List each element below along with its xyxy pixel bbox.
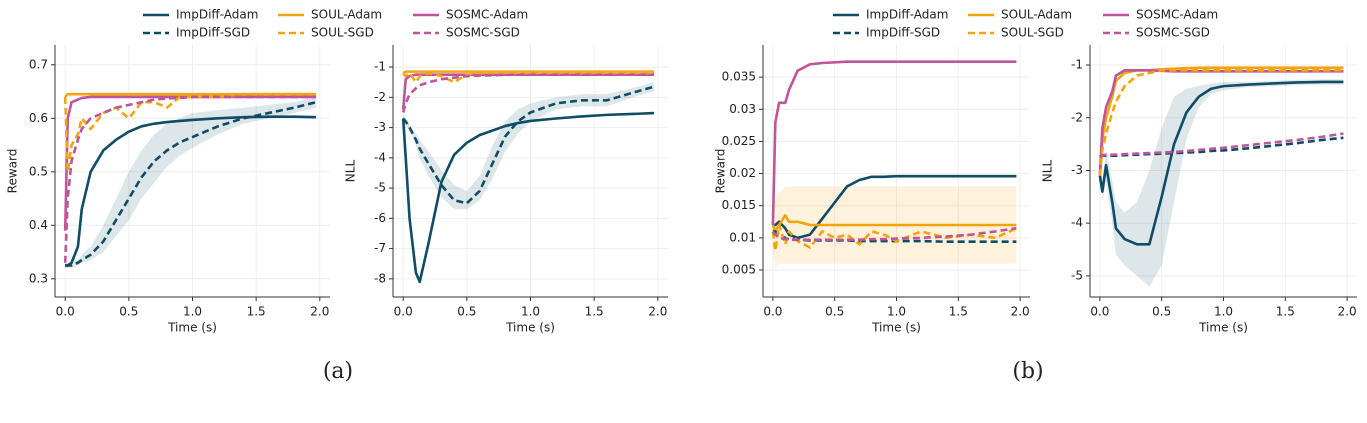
y-tick-label: -8 (374, 271, 386, 285)
y-tick-label: 0.4 (29, 218, 48, 232)
legend-label: ImpDiff-Adam (176, 8, 258, 22)
y-tick-label: -4 (1071, 216, 1083, 230)
x-tick-label: 1.0 (1214, 305, 1233, 319)
y-tick-label: -3 (1071, 163, 1083, 177)
y-tick-label: -6 (374, 211, 386, 225)
legend-label: SOSMC-SGD (1136, 26, 1210, 40)
y-tick-label: -3 (374, 120, 386, 134)
legend-label: SOSMC-Adam (446, 8, 528, 22)
line (772, 174, 1017, 240)
y-tick-label: -5 (374, 181, 386, 195)
caption: (b) (1012, 359, 1043, 384)
band (65, 96, 316, 269)
y-tick-label: -2 (374, 90, 386, 104)
x-tick-label: 2.0 (1011, 305, 1030, 319)
y-tick-label: 0.02 (729, 166, 756, 180)
legend-label: SOUL-SGD (311, 26, 374, 40)
legend-label: ImpDiff-Adam (866, 8, 948, 22)
x-tick-label: 1.5 (585, 305, 604, 319)
line (401, 73, 654, 110)
x-tick-label: 1.5 (1276, 305, 1295, 319)
legend-label: SOUL-Adam (1001, 8, 1072, 22)
x-tick-label: 2.0 (310, 305, 329, 319)
y-tick-label: 0.5 (29, 164, 48, 178)
legend-label: SOSMC-Adam (1136, 8, 1218, 22)
x-tick-label: 0.0 (56, 305, 75, 319)
y-tick-label: 0.015 (722, 198, 756, 212)
line (63, 95, 316, 231)
x-tick-label: 1.0 (521, 305, 540, 319)
y-tick-label: -2 (1071, 110, 1083, 124)
band (772, 186, 1017, 270)
line (771, 214, 1017, 233)
legend-label: ImpDiff-SGD (866, 26, 940, 40)
y-tick-label: 0.025 (722, 134, 756, 148)
line (402, 71, 654, 84)
x-axis-label: Time (s) (1198, 321, 1248, 335)
x-tick-label: 0.0 (1090, 305, 1109, 319)
line (1098, 66, 1344, 176)
line (402, 70, 654, 75)
legend-label: ImpDiff-SGD (176, 26, 250, 40)
y-tick-label: 0.7 (29, 57, 48, 71)
legend-label: SOUL-Adam (311, 8, 382, 22)
line (771, 60, 1017, 226)
line (401, 73, 654, 113)
line (402, 85, 655, 205)
y-tick-label: -1 (1071, 58, 1083, 72)
x-tick-label: 0.0 (763, 305, 782, 319)
x-tick-label: 1.5 (949, 305, 968, 319)
line (1098, 80, 1344, 246)
line (65, 100, 317, 267)
y-axis-label: NLL (344, 160, 358, 183)
x-tick-label: 1.5 (247, 305, 266, 319)
line (1098, 69, 1344, 176)
line (401, 111, 655, 284)
band (1099, 79, 1344, 287)
y-tick-label: 0.01 (729, 230, 756, 244)
x-tick-label: 0.0 (394, 305, 413, 319)
y-axis-label: NLL (1041, 160, 1055, 183)
x-tick-label: 2.0 (648, 305, 667, 319)
x-tick-label: 0.5 (119, 305, 138, 319)
line (63, 95, 316, 263)
legend-label: SOUL-SGD (1001, 26, 1064, 40)
x-tick-label: 0.5 (1152, 305, 1171, 319)
x-axis-label: Time (s) (871, 321, 921, 335)
y-tick-label: -5 (1071, 268, 1083, 282)
y-tick-label: -7 (374, 241, 386, 255)
x-tick-label: 0.5 (825, 305, 844, 319)
x-axis-label: Time (s) (167, 321, 217, 335)
y-tick-label: 0.03 (729, 102, 756, 116)
y-tick-label: -4 (374, 150, 386, 164)
legend-label: SOSMC-SGD (446, 26, 520, 40)
y-tick-label: 0.3 (29, 271, 48, 285)
y-tick-label: 0.6 (29, 111, 48, 125)
x-tick-label: 1.0 (183, 305, 202, 319)
x-tick-label: 2.0 (1338, 305, 1357, 319)
line (1099, 132, 1344, 159)
line (771, 226, 1017, 242)
x-tick-label: 1.0 (887, 305, 906, 319)
caption: (a) (323, 359, 353, 384)
x-tick-label: 0.5 (457, 305, 476, 319)
y-axis-label: Reward (714, 149, 728, 194)
y-tick-label: 0.035 (722, 70, 756, 84)
line (63, 92, 316, 174)
x-axis-label: Time (s) (505, 321, 555, 335)
y-tick-label: -1 (374, 60, 386, 74)
y-tick-label: 0.005 (722, 263, 756, 277)
y-axis-label: Reward (6, 149, 20, 194)
